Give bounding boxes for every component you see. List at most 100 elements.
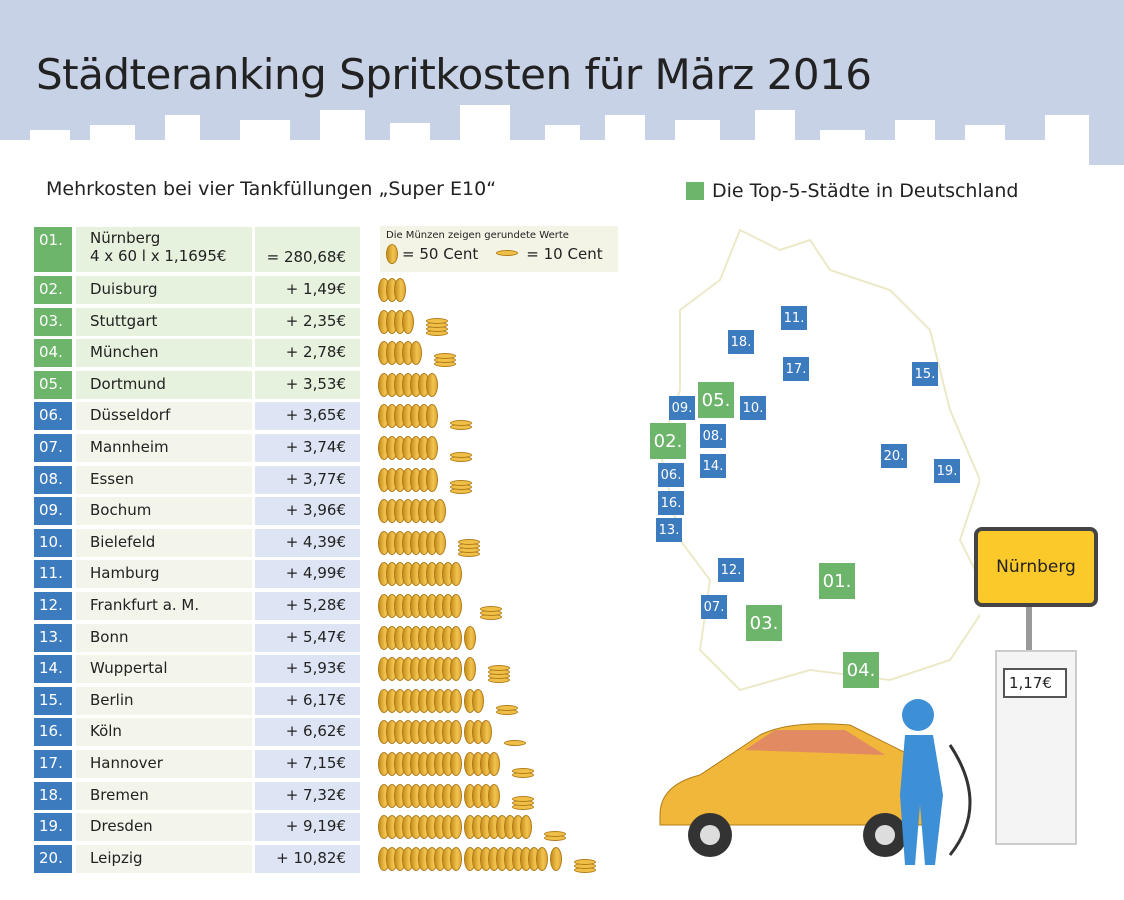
- small-coin: [450, 420, 472, 427]
- big-coin: [450, 815, 462, 840]
- small-coin: [488, 665, 510, 672]
- big-coin: [450, 688, 462, 713]
- germany-map: [658, 228, 980, 692]
- small-coin: [450, 452, 472, 458]
- rank-badge: 10.: [34, 528, 72, 557]
- map-marker: 15.: [912, 362, 938, 386]
- small-coin-label: = 10 Cent: [526, 245, 603, 263]
- table-row: 12. Frankfurt a. M. + 5,28€: [34, 592, 360, 620]
- city-name: Düsseldorf: [76, 402, 252, 431]
- table-row: 13. Bonn + 5,47€: [34, 623, 360, 652]
- table-row: 20. Leipzig + 10,82€: [34, 844, 360, 873]
- extra-cost: + 10,82€: [255, 844, 360, 873]
- big-coin: [402, 309, 414, 334]
- big-coin: [434, 530, 446, 555]
- rank-badge: 07.: [34, 434, 72, 462]
- big-coin: [550, 846, 562, 871]
- coin-note: Die Münzen zeigen gerundete Werte: [386, 230, 569, 241]
- city-name: Leipzig: [76, 844, 252, 873]
- small-coin: [450, 479, 472, 486]
- rank-badge: 05.: [34, 370, 72, 399]
- big-coin: [488, 752, 500, 776]
- map-marker: 13.: [656, 518, 682, 542]
- table-row: 14. Wuppertal + 5,93€: [34, 655, 360, 684]
- map-marker: 10.: [740, 396, 766, 420]
- city-cell: Nürnberg 4 x 60 l x 1,1695€: [76, 227, 252, 272]
- city-name: Dresden: [76, 813, 252, 842]
- rank-badge: 08.: [34, 465, 72, 494]
- extra-cost: + 4,39€: [255, 528, 360, 557]
- map-marker: 18.: [728, 330, 754, 354]
- table-row: 06. Düsseldorf + 3,65€: [34, 402, 360, 431]
- city-name: Nürnberg: [90, 229, 161, 247]
- table-row: 18. Bremen + 7,32€: [34, 781, 360, 810]
- big-coin: [394, 278, 406, 302]
- city-name: Bremen: [76, 781, 252, 810]
- rank-badge: 19.: [34, 813, 72, 842]
- rank-badge: 03.: [34, 307, 72, 336]
- big-coin: [450, 657, 462, 682]
- map-marker: 06.: [658, 463, 684, 487]
- map-marker: 05.: [698, 382, 734, 418]
- map-marker: 19.: [934, 459, 960, 483]
- city-name: Frankfurt a. M.: [76, 592, 252, 620]
- map-marker: 01.: [819, 563, 855, 599]
- extra-cost: + 3,77€: [255, 465, 360, 494]
- extra-cost: + 7,32€: [255, 781, 360, 810]
- small-coin: [434, 353, 456, 360]
- small-coin: [480, 606, 502, 612]
- rank-badge: 04.: [34, 339, 72, 368]
- map-marker: 07.: [701, 595, 727, 619]
- extra-cost: + 3,65€: [255, 402, 360, 431]
- map-marker: 09.: [669, 396, 695, 420]
- extra-cost: + 1,49€: [255, 276, 360, 304]
- extra-cost: + 2,35€: [255, 307, 360, 336]
- map-marker: 03.: [746, 605, 782, 641]
- city-name: Dortmund: [76, 370, 252, 399]
- big-coin: [450, 562, 462, 587]
- city-name: Bonn: [76, 623, 252, 652]
- map-marker: 17.: [783, 357, 809, 381]
- big-coin-label: = 50 Cent: [402, 245, 479, 263]
- rank-badge: 18.: [34, 781, 72, 810]
- map-marker: 12.: [718, 558, 744, 582]
- city-name: Duisburg: [76, 276, 252, 304]
- table-row: 16. Köln + 6,62€: [34, 718, 360, 747]
- extra-cost: + 5,93€: [255, 655, 360, 684]
- small-coin: [512, 795, 534, 802]
- car-and-person-illustration: [659, 699, 972, 865]
- rank-badge: 14.: [34, 655, 72, 684]
- table-row: 15. Berlin + 6,17€: [34, 686, 360, 715]
- coin-legend: Die Münzen zeigen gerundete Werte = 50 C…: [380, 226, 618, 272]
- map-marker: 16.: [658, 491, 684, 515]
- city-name: Berlin: [76, 686, 252, 715]
- city-name: Bochum: [76, 497, 252, 526]
- big-coin: [426, 436, 438, 460]
- rank-badge: 11.: [34, 560, 72, 589]
- map-marker: 02.: [650, 423, 686, 459]
- big-coin: [426, 467, 438, 492]
- extra-cost: + 3,53€: [255, 370, 360, 399]
- big-coin: [536, 846, 548, 871]
- city-name: Stuttgart: [76, 307, 252, 336]
- big-coin: [450, 846, 462, 871]
- small-coin: [426, 317, 448, 324]
- big-coin: [426, 404, 438, 429]
- map-marker: 04.: [843, 652, 879, 688]
- map-marker: 08.: [700, 424, 726, 448]
- extra-cost: + 4,99€: [255, 560, 360, 589]
- city-name: Hamburg: [76, 560, 252, 589]
- rank-badge: 01.: [34, 227, 72, 272]
- big-coin: [450, 625, 462, 650]
- table-row-first: 01. Nürnberg 4 x 60 l x 1,1695€ = 280,68€: [34, 227, 360, 272]
- city-sign: Nürnberg: [974, 527, 1098, 607]
- extra-cost: + 3,96€: [255, 497, 360, 526]
- table-row: 05. Dortmund + 3,53€: [34, 370, 360, 399]
- table-row: 19. Dresden + 9,19€: [34, 813, 360, 842]
- sign-pole: [1026, 607, 1032, 652]
- big-coin: [410, 341, 422, 366]
- extra-cost: + 2,78€: [255, 339, 360, 368]
- small-coin: [544, 831, 566, 838]
- big-coin: [450, 720, 462, 745]
- map-marker: 14.: [700, 454, 726, 478]
